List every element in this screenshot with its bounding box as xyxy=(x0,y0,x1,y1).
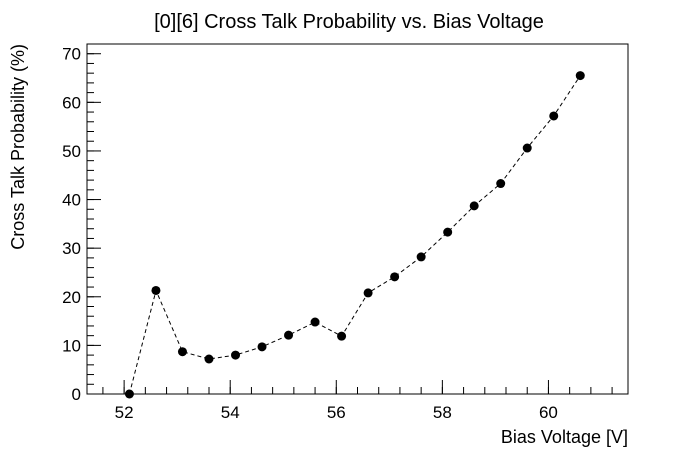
plot-frame xyxy=(86,43,629,395)
data-point xyxy=(575,71,585,81)
x-tick-label: 58 xyxy=(433,403,452,422)
data-point xyxy=(124,389,134,399)
tick-labels: 52 54 56 58 60 0 10 20 30 40 50 60 70 xyxy=(62,45,558,422)
data-point xyxy=(390,272,400,282)
x-tick-label: 56 xyxy=(327,403,346,422)
y-axis-label: Cross Talk Probability (%) xyxy=(8,44,28,250)
data-point xyxy=(151,285,161,295)
data-point xyxy=(204,354,214,364)
y-tick-label: 70 xyxy=(62,45,81,64)
major-ticks xyxy=(87,53,549,395)
data-point xyxy=(496,179,506,189)
data-point xyxy=(363,288,373,298)
y-tick-label: 40 xyxy=(62,191,81,210)
y-tick-label: 60 xyxy=(62,93,81,112)
x-tick-label: 54 xyxy=(221,403,240,422)
y-tick-label: 50 xyxy=(62,142,81,161)
y-tick-label: 20 xyxy=(62,288,81,307)
minor-ticks xyxy=(87,43,613,395)
data-point xyxy=(257,342,267,352)
data-point xyxy=(177,347,187,357)
x-tick-label: 60 xyxy=(539,403,558,422)
y-tick-label: 0 xyxy=(72,385,81,404)
y-tick-label: 30 xyxy=(62,239,81,258)
data-point xyxy=(284,330,294,340)
data-point xyxy=(443,227,453,237)
x-axis-label: Bias Voltage [V] xyxy=(501,427,628,447)
chart-title: [0][6] Cross Talk Probability vs. Bias V… xyxy=(154,11,544,33)
y-tick-label: 10 xyxy=(62,336,81,355)
data-point xyxy=(469,201,479,211)
series-line xyxy=(128,75,581,395)
data-point xyxy=(549,111,559,121)
x-tick-label: 52 xyxy=(115,403,134,422)
data-point xyxy=(416,252,426,262)
data-point xyxy=(337,331,347,341)
data-point xyxy=(231,350,241,360)
data-point xyxy=(310,317,320,327)
data-points xyxy=(124,71,585,399)
data-point xyxy=(522,143,532,153)
